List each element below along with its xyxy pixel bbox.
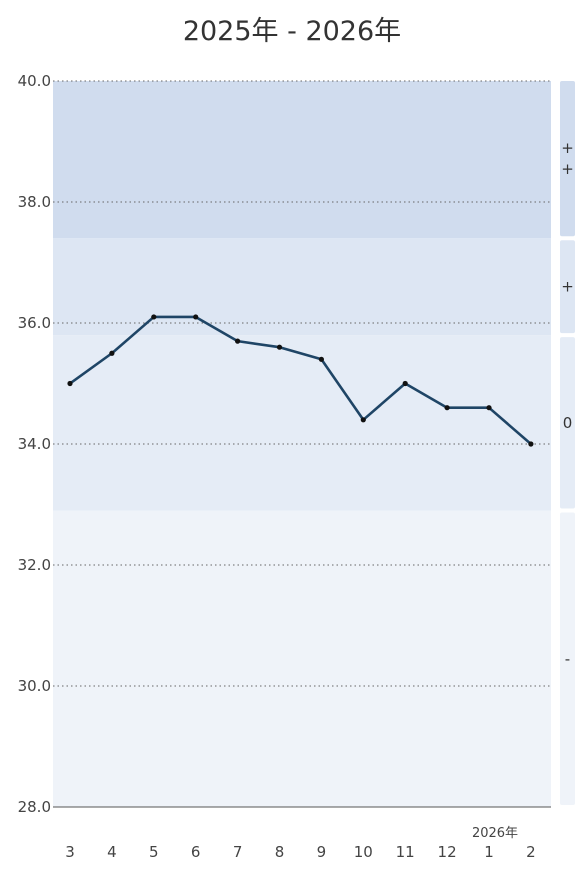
series-line-0	[68, 315, 533, 446]
band-indicator-3	[560, 512, 575, 805]
x-tick-label-7: 10	[354, 843, 373, 861]
band-label-1: +	[561, 278, 574, 296]
y-tick-label-0: 28.0	[18, 798, 51, 816]
y-tick-label-3: 34.0	[18, 435, 51, 453]
band-label-2: 0	[563, 414, 573, 432]
x-tick-label-9: 12	[438, 843, 457, 861]
y-axis: 28.0 30.0 32.0 34.0 36.0 38.0 40.0	[18, 72, 51, 816]
x-tick-label-3: 6	[191, 843, 201, 861]
x-tick-label-2: 5	[149, 843, 159, 861]
data-point-11	[528, 441, 534, 447]
x-tick-label-1: 4	[107, 843, 117, 861]
data-point-1	[109, 350, 115, 356]
y-tick-label-5: 38.0	[18, 193, 51, 211]
band-indicator-2	[560, 337, 575, 509]
data-point-8	[402, 380, 408, 387]
y-tick-label-4: 36.0	[18, 314, 51, 332]
x-tick-label-8: 11	[396, 843, 415, 861]
band-areas	[53, 81, 551, 807]
x-tick-label-11: 2	[526, 843, 536, 861]
data-point-5	[276, 344, 283, 350]
band-label-3: -	[565, 650, 570, 668]
data-point-10	[486, 405, 492, 411]
grid-lines	[53, 80, 551, 808]
band-label-0: + +	[561, 139, 574, 178]
band-0	[53, 81, 551, 239]
x-tick-label-5: 8	[275, 843, 285, 861]
data-point-9	[444, 405, 450, 411]
band-indicator-column: + ++0-	[560, 81, 575, 805]
band-indicator-1	[560, 240, 575, 334]
data-point-7	[360, 417, 366, 423]
band-3	[53, 510, 551, 807]
x-tick-label-0: 3	[65, 843, 75, 861]
x-tick-label-6: 9	[317, 843, 327, 861]
y-tick-label-1: 30.0	[18, 677, 51, 695]
band-1	[53, 238, 551, 336]
data-point-0	[67, 380, 73, 387]
x-year-label: 2026年	[472, 826, 518, 841]
data-point-6	[318, 356, 324, 362]
data-point-3	[193, 314, 199, 320]
band-2	[53, 335, 551, 511]
data-point-4	[235, 338, 241, 344]
band-indicator-0	[560, 81, 575, 237]
data-point-2	[151, 314, 157, 320]
y-tick-label-6: 40.0	[18, 72, 51, 90]
series-layer	[67, 314, 534, 447]
x-tick-label-10: 1	[484, 843, 494, 861]
y-tick-label-2: 32.0	[18, 556, 51, 574]
x-tick-label-4: 7	[233, 843, 243, 861]
chart-title: 2025年 - 2026年	[183, 16, 401, 47]
